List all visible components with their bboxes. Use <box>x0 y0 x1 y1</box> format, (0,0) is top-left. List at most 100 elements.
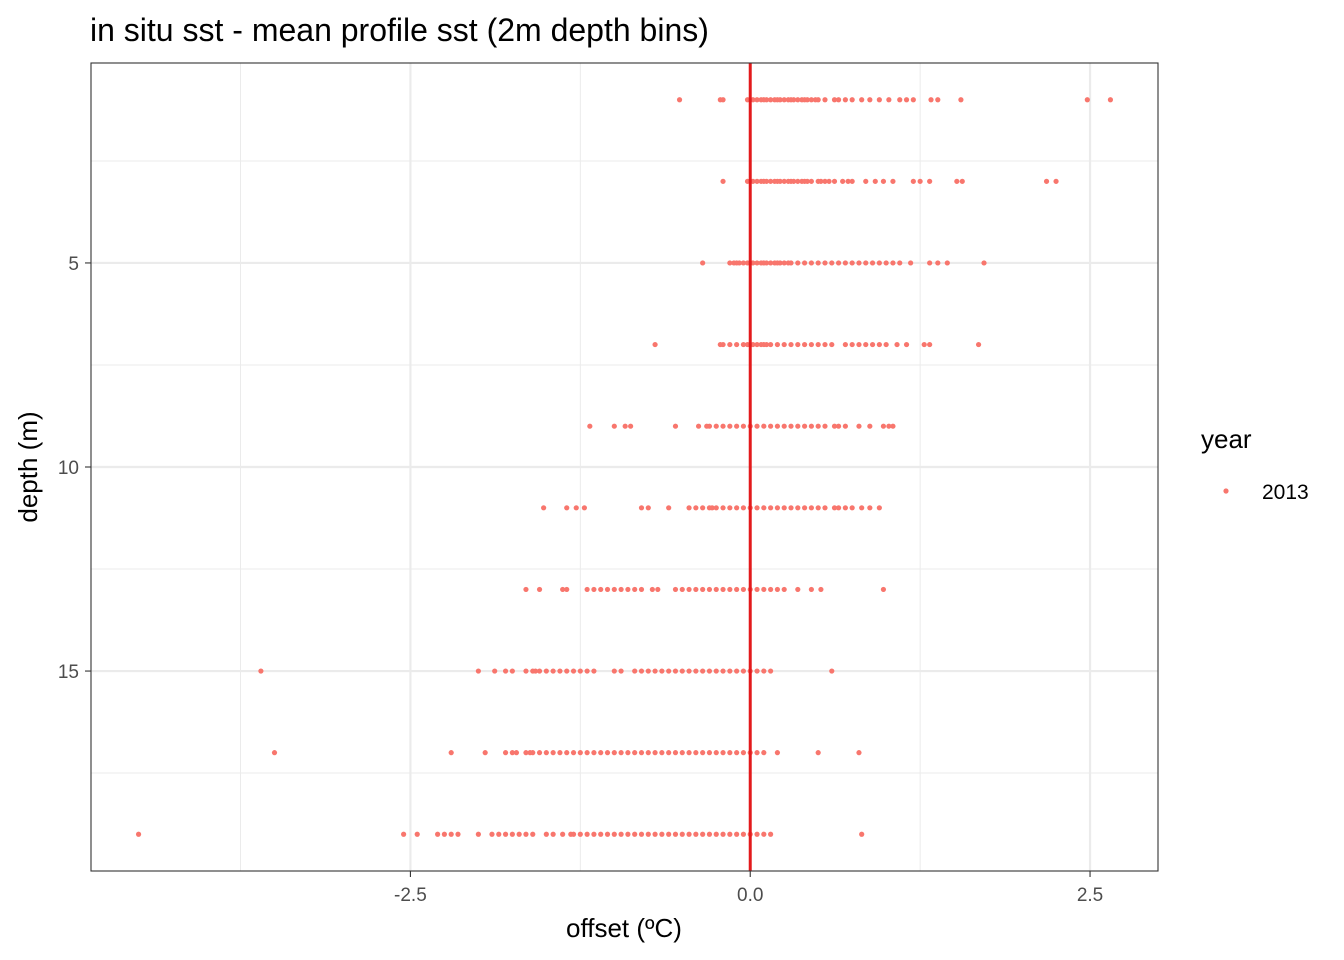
data-point <box>831 178 838 184</box>
data-point <box>573 505 579 511</box>
data-point <box>666 750 672 756</box>
data-point <box>734 668 740 674</box>
data-point <box>795 586 801 593</box>
data-point <box>754 505 760 511</box>
data-point <box>645 668 651 674</box>
data-point <box>638 668 645 674</box>
data-point <box>754 97 760 103</box>
data-point <box>849 260 855 266</box>
data-point <box>822 97 828 103</box>
data-point <box>550 668 556 674</box>
data-point <box>880 178 887 184</box>
data-point <box>842 260 848 266</box>
data-point <box>564 750 570 756</box>
data-point <box>611 668 617 674</box>
data-point <box>734 341 740 348</box>
data-point <box>740 260 747 266</box>
data-point <box>509 750 515 756</box>
data-point <box>880 423 887 429</box>
data-point <box>513 750 520 756</box>
data-point <box>754 586 760 593</box>
data-point <box>831 423 838 429</box>
data-point <box>826 178 832 184</box>
data-point <box>570 668 577 674</box>
data-point <box>509 831 515 837</box>
data-point <box>795 423 801 429</box>
data-point <box>734 423 740 429</box>
data-point <box>754 423 760 429</box>
data-point <box>622 423 628 429</box>
data-point <box>815 505 821 511</box>
data-point <box>829 668 835 674</box>
data-point <box>774 750 781 756</box>
data-point <box>768 668 774 674</box>
legend-title: year <box>1201 424 1252 454</box>
data-point <box>686 750 692 756</box>
data-point <box>584 586 590 593</box>
data-point <box>849 178 855 184</box>
data-point <box>768 586 774 593</box>
data-point <box>455 831 461 837</box>
data-point <box>804 178 810 184</box>
data-point <box>604 750 611 756</box>
data-point <box>727 831 733 837</box>
data-point <box>761 505 767 511</box>
data-point <box>863 178 869 184</box>
data-point <box>693 750 699 756</box>
data-point <box>768 178 774 184</box>
data-point <box>802 423 808 429</box>
data-point <box>577 668 583 674</box>
x-axis: -2.5 0.0 2.5 <box>394 871 1103 906</box>
data-point <box>774 423 781 429</box>
data-point <box>727 668 733 674</box>
data-point <box>804 97 810 103</box>
data-point <box>695 423 702 429</box>
data-point <box>570 750 577 756</box>
data-point <box>954 178 960 184</box>
data-point <box>645 505 651 511</box>
data-point <box>666 505 672 511</box>
data-point <box>659 831 665 837</box>
data-point <box>863 341 869 348</box>
data-point <box>859 505 865 511</box>
data-point <box>720 586 726 593</box>
data-point <box>788 341 794 348</box>
data-point <box>632 750 638 756</box>
data-point <box>700 260 706 266</box>
data-point <box>598 586 604 593</box>
data-point <box>611 831 617 837</box>
data-point <box>795 178 801 184</box>
data-point <box>867 423 873 429</box>
data-point <box>781 341 787 348</box>
data-point <box>829 341 835 348</box>
data-point <box>598 831 604 837</box>
data-point <box>734 505 740 511</box>
data-point <box>740 423 747 429</box>
data-point <box>676 97 683 103</box>
data-point <box>754 750 760 756</box>
data-point <box>672 586 679 593</box>
data-point <box>740 831 747 837</box>
y-axis: 5 10 15 <box>58 254 91 683</box>
data-point <box>502 668 509 674</box>
data-point <box>502 750 509 756</box>
data-point <box>835 505 842 511</box>
data-point <box>475 668 481 674</box>
data-point <box>713 505 719 511</box>
data-point <box>869 260 876 266</box>
data-point <box>693 505 699 511</box>
data-point <box>781 178 787 184</box>
legend-label-2013: 2013 <box>1262 481 1309 504</box>
data-point <box>672 423 679 429</box>
data-point <box>720 178 726 184</box>
data-point <box>727 586 733 593</box>
data-point <box>856 423 862 429</box>
data-point <box>625 831 631 837</box>
data-point <box>791 97 797 103</box>
data-point <box>536 586 543 593</box>
data-point <box>883 260 889 266</box>
data-point <box>1084 97 1090 103</box>
data-point <box>523 750 529 756</box>
data-point <box>768 97 774 103</box>
data-point <box>842 97 848 103</box>
